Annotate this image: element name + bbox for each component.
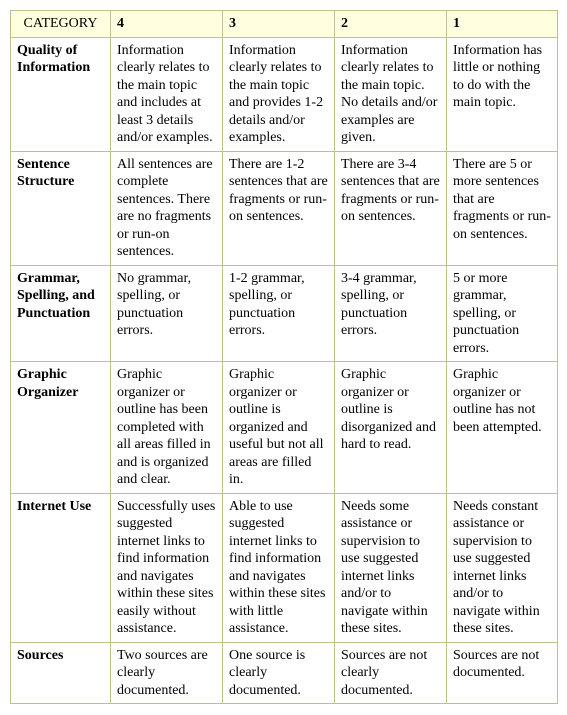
table-row: Sentence Structure All sentences are com… xyxy=(11,151,558,265)
rubric-cell: Information clearly relates to the main … xyxy=(335,37,447,151)
table-row: Grammar, Spelling, and Punctuation No gr… xyxy=(11,265,558,362)
rubric-cell: 1-2 grammar, spelling, or punctuation er… xyxy=(223,265,335,362)
header-score-3: 3 xyxy=(223,11,335,38)
rubric-cell: Graphic organizer or outline has been co… xyxy=(111,362,223,494)
rubric-cell: There are 3-4 sentences that are fragmen… xyxy=(335,151,447,265)
rubric-cell: Needs some assistance or supervision to … xyxy=(335,493,447,642)
rubric-cell: Graphic organizer or outline has not bee… xyxy=(447,362,558,494)
table-row: Quality of Information Information clear… xyxy=(11,37,558,151)
rubric-cell: Needs constant assistance or supervision… xyxy=(447,493,558,642)
table-row: Graphic Organizer Graphic organizer or o… xyxy=(11,362,558,494)
rubric-cell: No grammar, spelling, or punctuation err… xyxy=(111,265,223,362)
rubric-cell: Information clearly relates to the main … xyxy=(223,37,335,151)
category-cell: Sources xyxy=(11,642,111,704)
rubric-cell: There are 1-2 sentences that are fragmen… xyxy=(223,151,335,265)
rubric-cell: 5 or more grammar, spelling, or punctuat… xyxy=(447,265,558,362)
rubric-table: CATEGORY 4 3 2 1 Quality of Information … xyxy=(10,10,558,704)
rubric-cell: Sources are not clearly documented. xyxy=(335,642,447,704)
rubric-cell: There are 5 or more sentences that are f… xyxy=(447,151,558,265)
rubric-cell: Two sources are clearly documented. xyxy=(111,642,223,704)
category-cell: Quality of Information xyxy=(11,37,111,151)
rubric-body: Quality of Information Information clear… xyxy=(11,37,558,704)
rubric-cell: Information has little or nothing to do … xyxy=(447,37,558,151)
rubric-cell: Sources are not documented. xyxy=(447,642,558,704)
rubric-cell: 3-4 grammar, spelling, or punctuation er… xyxy=(335,265,447,362)
rubric-cell: One source is clearly documented. xyxy=(223,642,335,704)
rubric-cell: Successfully uses suggested internet lin… xyxy=(111,493,223,642)
header-row: CATEGORY 4 3 2 1 xyxy=(11,11,558,38)
header-score-2: 2 xyxy=(335,11,447,38)
category-cell: Grammar, Spelling, and Punctuation xyxy=(11,265,111,362)
rubric-cell: All sentences are complete sentences. Th… xyxy=(111,151,223,265)
rubric-cell: Able to use suggested internet links to … xyxy=(223,493,335,642)
table-row: Sources Two sources are clearly document… xyxy=(11,642,558,704)
category-cell: Graphic Organizer xyxy=(11,362,111,494)
rubric-cell: Graphic organizer or outline is organize… xyxy=(223,362,335,494)
category-cell: Internet Use xyxy=(11,493,111,642)
header-score-4: 4 xyxy=(111,11,223,38)
table-row: Internet Use Successfully uses suggested… xyxy=(11,493,558,642)
rubric-cell: Information clearly relates to the main … xyxy=(111,37,223,151)
category-cell: Sentence Structure xyxy=(11,151,111,265)
header-score-1: 1 xyxy=(447,11,558,38)
rubric-cell: Graphic organizer or outline is disorgan… xyxy=(335,362,447,494)
header-category: CATEGORY xyxy=(11,11,111,38)
